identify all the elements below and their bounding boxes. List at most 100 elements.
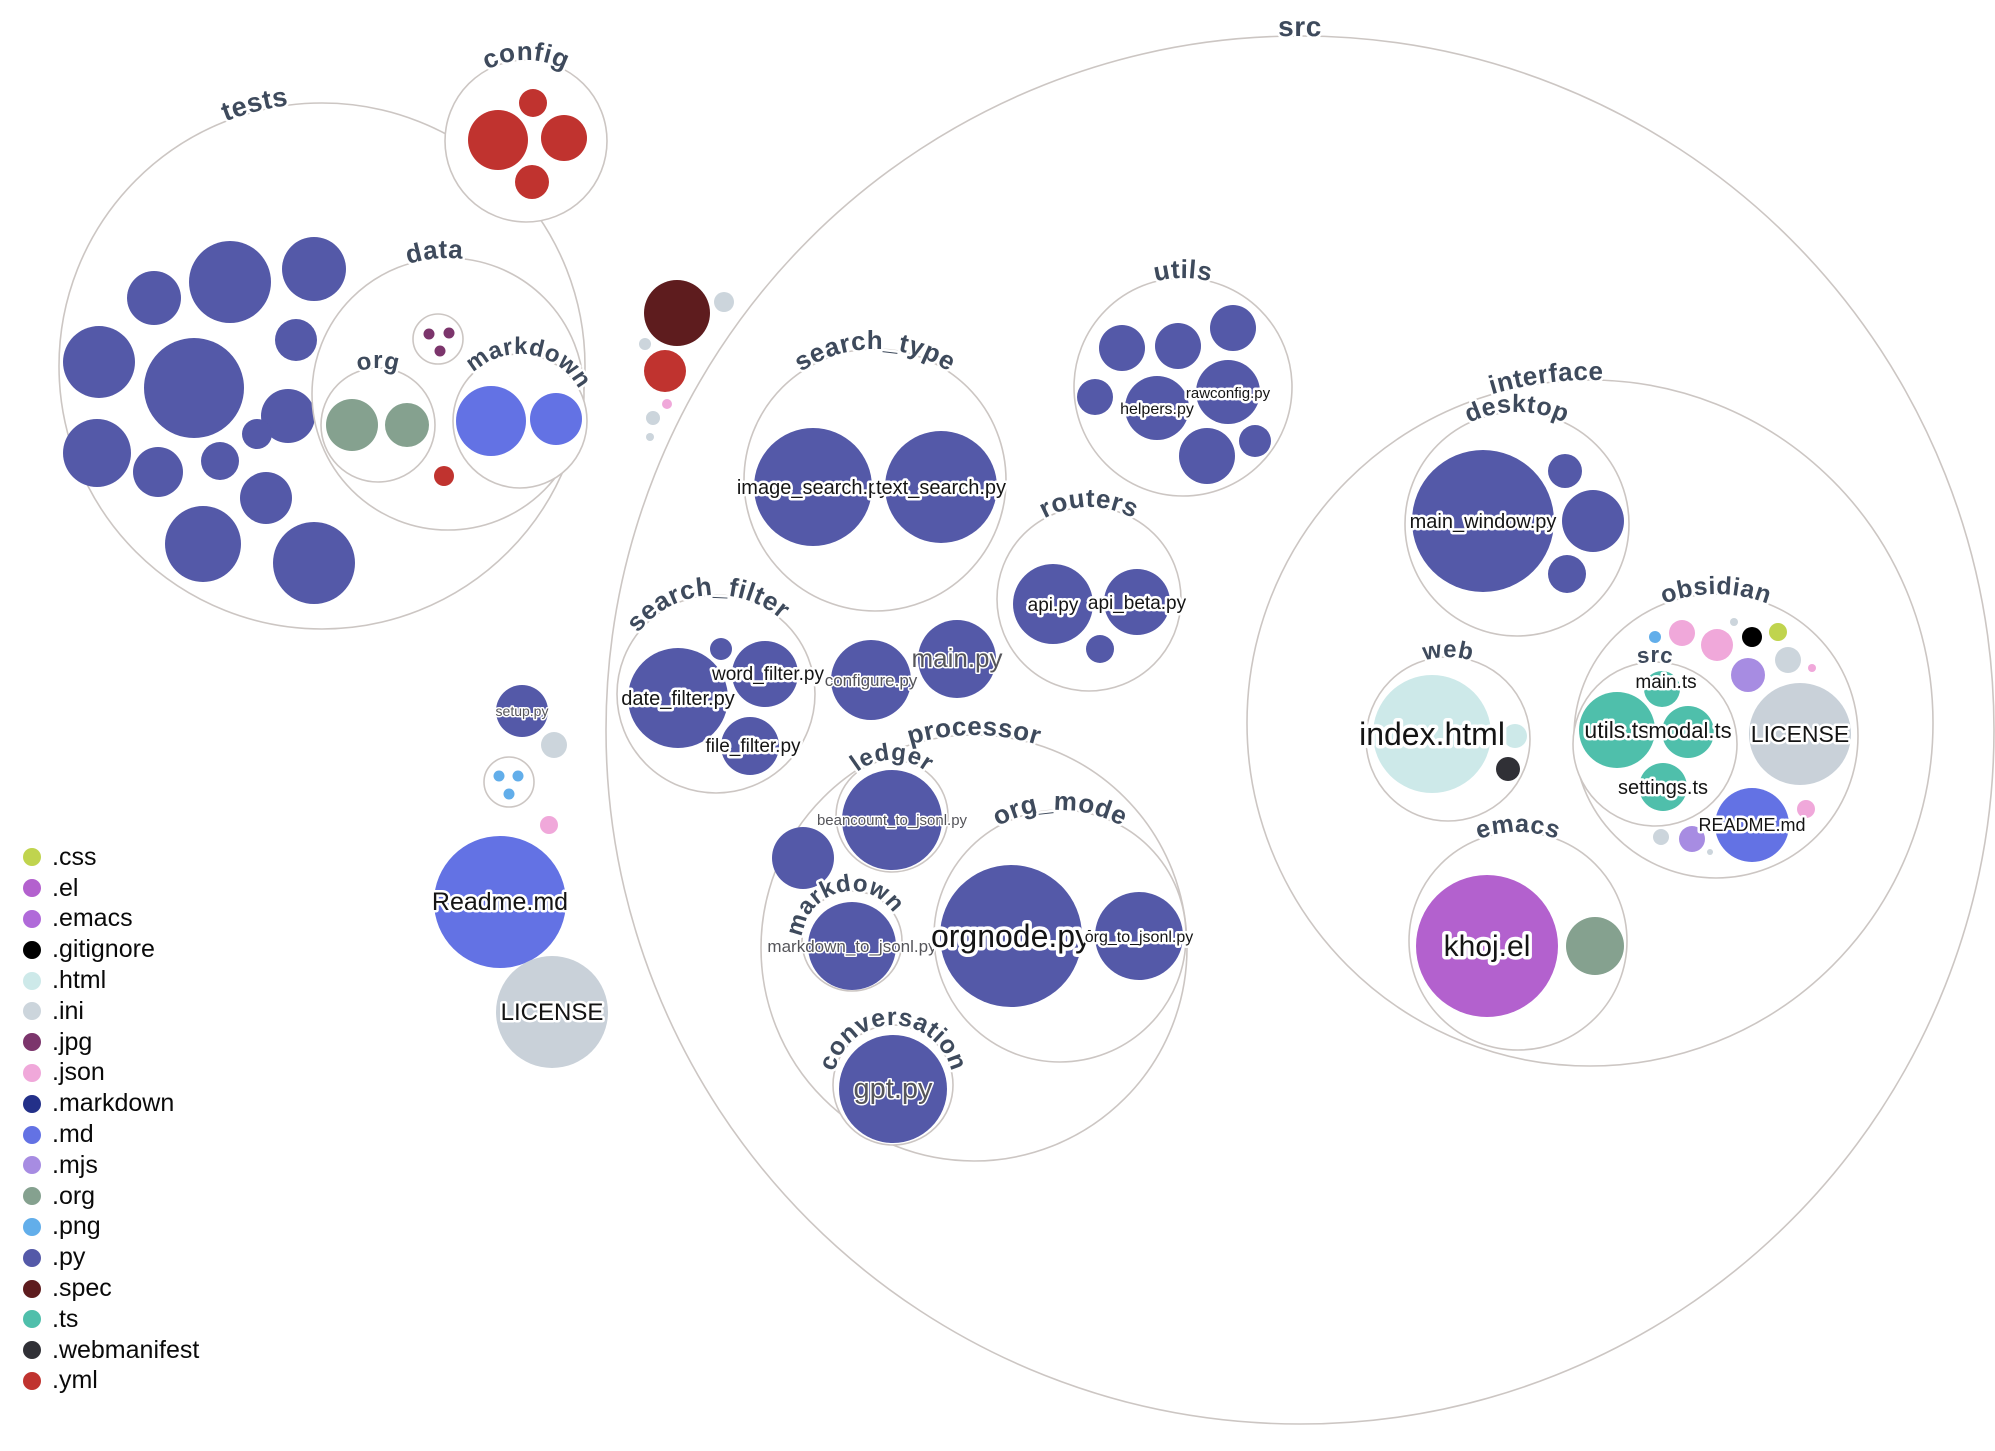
file-py[interactable] <box>1086 635 1114 663</box>
file-license[interactable] <box>496 956 608 1068</box>
file-json[interactable] <box>540 816 558 834</box>
file-helpers-py[interactable] <box>1125 376 1189 440</box>
file-png[interactable] <box>512 770 524 782</box>
file-setup-py[interactable] <box>496 685 548 737</box>
file-org[interactable] <box>326 399 378 451</box>
file-webmanifest[interactable] <box>1496 757 1520 781</box>
file-py[interactable] <box>189 241 271 323</box>
file-ini[interactable] <box>646 411 660 425</box>
file-ini[interactable] <box>1730 618 1738 626</box>
file-py[interactable] <box>1548 555 1586 593</box>
file-ini[interactable] <box>639 338 651 350</box>
file-ini[interactable] <box>1653 829 1669 845</box>
file-mjs[interactable] <box>1679 826 1705 852</box>
file-py[interactable] <box>133 447 183 497</box>
file-py[interactable] <box>1099 325 1145 371</box>
file-main-window-py[interactable] <box>1412 450 1554 592</box>
file-image-search-py[interactable] <box>754 428 872 546</box>
file-py[interactable] <box>242 419 272 449</box>
legend-dot-md <box>23 1125 41 1144</box>
file-index-html[interactable] <box>1373 675 1491 793</box>
file-py[interactable] <box>63 326 135 398</box>
file-gitignore[interactable] <box>1742 627 1762 647</box>
file-json[interactable] <box>1797 800 1815 818</box>
file-py[interactable] <box>240 472 292 524</box>
file-configure-py[interactable] <box>831 640 911 720</box>
file-py[interactable] <box>275 319 317 361</box>
folder-circle-unnamed-jpg[interactable] <box>412 313 464 365</box>
file-obsidian-license[interactable] <box>1749 683 1851 785</box>
file-org[interactable] <box>1566 917 1624 975</box>
file-yml[interactable] <box>515 165 549 199</box>
file-ini[interactable] <box>541 732 567 758</box>
file-py[interactable] <box>282 237 346 301</box>
file-py[interactable] <box>261 389 315 443</box>
file-py[interactable] <box>1155 323 1201 369</box>
file-utils-ts[interactable] <box>1579 692 1655 768</box>
file-settings-ts[interactable] <box>1639 763 1687 811</box>
file-py[interactable] <box>1077 379 1113 415</box>
file-main-ts[interactable] <box>1644 671 1680 707</box>
file-py[interactable] <box>1179 428 1235 484</box>
file-ini[interactable] <box>1707 849 1713 855</box>
file-obsidian-readme-md[interactable] <box>1715 788 1789 862</box>
file-py[interactable] <box>1239 425 1271 457</box>
file-org[interactable] <box>385 403 429 447</box>
file-text-search-py[interactable] <box>885 431 997 543</box>
file-md[interactable] <box>530 393 582 445</box>
legend-dot-el <box>23 879 41 898</box>
file-py[interactable] <box>127 271 181 325</box>
file-png[interactable] <box>503 788 515 800</box>
file-py[interactable] <box>1548 454 1582 488</box>
file-png[interactable] <box>1649 631 1661 643</box>
folder-circle-unnamed-png[interactable] <box>483 756 535 808</box>
file-md[interactable] <box>456 386 526 456</box>
file-mjs[interactable] <box>1731 658 1765 692</box>
file-rawconfig-py[interactable] <box>1196 360 1260 424</box>
legend-dot-spec <box>23 1279 41 1298</box>
file-jpg[interactable] <box>434 345 446 357</box>
file-file-filter-py[interactable] <box>721 717 779 775</box>
file-word-filter-py[interactable] <box>732 641 798 707</box>
file-markdown-to-jsonl-py[interactable] <box>808 902 896 990</box>
file-json[interactable] <box>662 399 672 409</box>
file-ini[interactable] <box>646 433 654 441</box>
file-ini[interactable] <box>1775 647 1801 673</box>
file-py[interactable] <box>1562 490 1624 552</box>
file-py[interactable] <box>273 522 355 604</box>
file-py[interactable] <box>165 506 241 582</box>
file-json[interactable] <box>1669 620 1695 646</box>
file-org-to-jsonl-py[interactable] <box>1095 892 1183 980</box>
file-yml[interactable] <box>468 110 528 170</box>
file-yml[interactable] <box>519 89 547 117</box>
file-readme-md[interactable] <box>434 836 566 968</box>
file-khoj-el[interactable] <box>1416 875 1558 1017</box>
file-yml[interactable] <box>541 115 587 161</box>
file-json[interactable] <box>1808 664 1816 672</box>
file-gpt-py[interactable] <box>839 1035 947 1143</box>
file-py[interactable] <box>144 338 244 438</box>
file-yml[interactable] <box>434 466 454 486</box>
file-jpg[interactable] <box>423 328 435 340</box>
file-png[interactable] <box>493 770 505 782</box>
file-py[interactable] <box>201 442 239 480</box>
file-api-beta-py[interactable] <box>1104 569 1170 635</box>
file-date-filter-py[interactable] <box>628 648 728 748</box>
file-yml[interactable] <box>644 350 686 392</box>
file-ini[interactable] <box>714 292 734 312</box>
file-html[interactable] <box>1503 724 1527 748</box>
file-css[interactable] <box>1769 623 1787 641</box>
file-json[interactable] <box>1701 629 1733 661</box>
folder-label-src: src <box>1278 11 1322 42</box>
file-orgnode-py[interactable] <box>940 865 1082 1007</box>
file-jpg[interactable] <box>443 327 455 339</box>
file-py[interactable] <box>1210 305 1256 351</box>
file-modal-ts[interactable] <box>1662 706 1714 758</box>
file-py[interactable] <box>63 419 131 487</box>
file-api-py[interactable] <box>1013 564 1093 644</box>
file-spec[interactable] <box>644 280 710 346</box>
file-beancount-to-jsonl-py[interactable] <box>842 770 942 870</box>
file-py[interactable] <box>772 827 834 889</box>
file-main-py[interactable] <box>918 620 996 698</box>
file-py[interactable] <box>710 638 732 660</box>
